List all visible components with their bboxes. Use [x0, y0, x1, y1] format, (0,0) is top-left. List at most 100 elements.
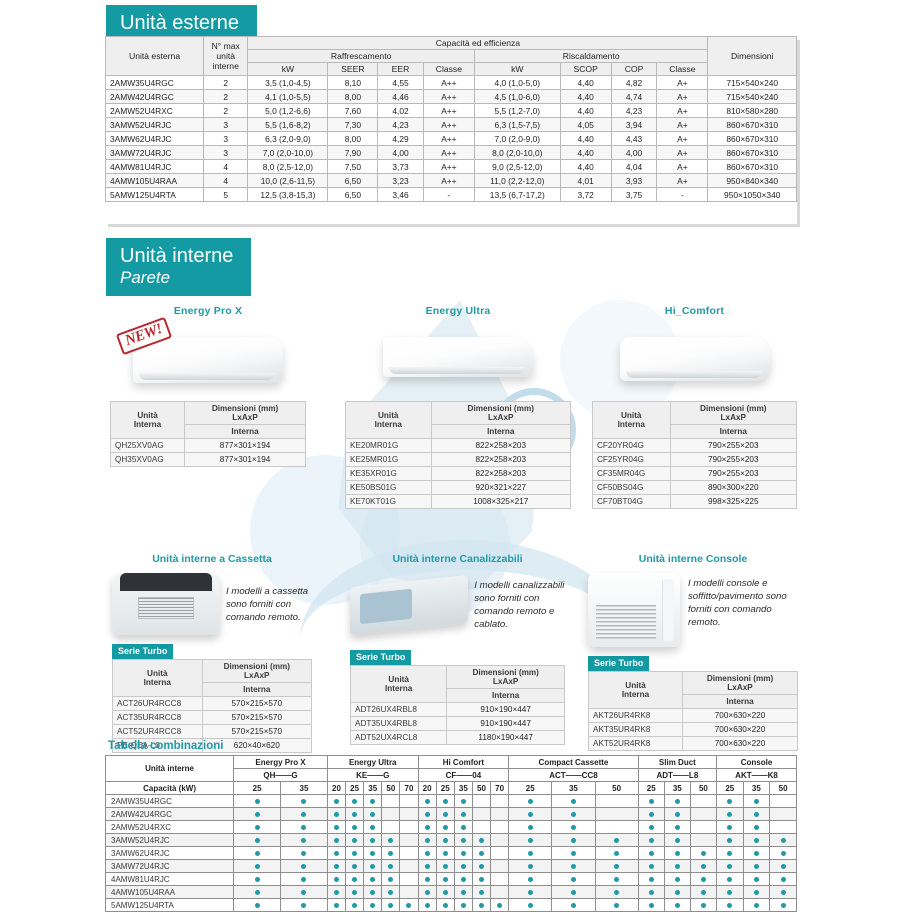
outdoor-max-units: 2 [203, 103, 249, 118]
outdoor-max-units: 3 [203, 145, 249, 160]
compatible-dot-icon [727, 825, 733, 830]
compatible-dot-icon [527, 851, 533, 856]
combo-outdoor-unit-name: 5AMW125U4RTA [104, 898, 235, 912]
dim-body: AKT26UR4RK8 700×630×220 AKT35UR4RK8 700×630… [587, 708, 798, 751]
combo-cell-compatible [637, 859, 665, 873]
combo-cell-compatible [326, 885, 347, 899]
table-row: 3AMW52U4RJC 3 5,5 (1,6-8,2) 7,30 4,23 A++ 6,3 … [104, 117, 797, 132]
th-indoor-unit: Unità Interna [587, 671, 684, 709]
compatible-dot-icon [442, 851, 448, 856]
compatible-dot-icon [527, 825, 533, 830]
product-image-energy-ultra [345, 323, 571, 401]
mid-panel-note: I modelli canalizzabili sono forniti con… [474, 580, 565, 630]
compatible-dot-icon [727, 890, 733, 895]
compatible-dot-icon [460, 864, 466, 869]
outdoor-unit-name: 2AMW52U4RXC [104, 103, 205, 118]
combo-cell-compatible [326, 846, 347, 860]
combo-cell-compatible [663, 820, 691, 834]
indoor-unit-dimensions: 700×630×220 [682, 708, 798, 723]
combo-cell-compatible [508, 807, 553, 821]
wall-panel-title: Energy Ultra [425, 305, 491, 317]
combo-cell-compatible [453, 898, 473, 912]
th-combo-capacity-value: 25 [345, 781, 365, 795]
combo-cell-compatible [716, 794, 744, 808]
compatible-dot-icon [352, 851, 358, 856]
combo-cell-compatible [637, 846, 665, 860]
combo-cell-compatible [381, 859, 401, 873]
combo-cell-compatible [490, 898, 510, 912]
indoor-unit-code: AKT35UR4RK8 [587, 722, 684, 737]
dim-body: ADT26UX4RBL8 910×190×447 ADT35UX4RBL8 910×1… [349, 702, 565, 745]
compatible-dot-icon [780, 903, 786, 908]
compatible-dot-icon [301, 825, 307, 830]
combo-cell-compatible [417, 794, 437, 808]
combo-cell-compatible [769, 833, 797, 847]
combo-cell-compatible [381, 872, 401, 886]
indoor-unit-dimensions: 700×630×220 [682, 722, 798, 737]
combo-cell-compatible [280, 859, 328, 873]
combo-cell-compatible [551, 885, 596, 899]
combo-cell-compatible [663, 872, 691, 886]
combo-cell-compatible [345, 872, 365, 886]
outdoor-eer: 4,23 [377, 117, 424, 132]
combo-cell-compatible [508, 898, 553, 912]
combo-cell-compatible [435, 833, 455, 847]
indoor-unit-dimensions: 890×300×220 [669, 480, 798, 495]
combo-cell-compatible [742, 872, 771, 886]
th-cop: COP [610, 62, 658, 76]
combo-cell-compatible [363, 794, 383, 808]
th-seer: SEER [327, 62, 379, 76]
combo-cell-empty [689, 794, 718, 808]
outdoor-scop: 4,40 [559, 103, 612, 118]
compatible-dot-icon [460, 851, 466, 856]
table-row: 3AMW62U4RJC 3 6,3 (2,0-9,0) 8,00 4,29 A++ 7,0 … [104, 131, 797, 146]
combo-cell-compatible [471, 872, 492, 886]
compatible-dot-icon [753, 851, 759, 856]
outdoor-dimensions: 860×670×310 [707, 117, 797, 132]
compatible-dot-icon [753, 903, 759, 908]
combo-cell-compatible [233, 898, 282, 912]
combo-cell-compatible [435, 807, 455, 821]
outdoor-cooling-class: - [422, 187, 475, 202]
combo-cell-compatible [716, 859, 744, 873]
combo-outdoor-unit-name: 3AMW62U4RJC [104, 846, 235, 860]
indoor-unit-dimensions: 1008×325×217 [430, 494, 571, 509]
compatible-dot-icon [333, 877, 339, 882]
combo-cell-compatible [637, 885, 665, 899]
th-unit-line1: Unità [621, 411, 642, 420]
wall-panel-title: Hi_Comfort [664, 305, 725, 317]
wall-panel-title: Energy Pro X [173, 305, 243, 317]
th-combo-group-name: Console [716, 755, 797, 769]
combo-cell-compatible [417, 859, 437, 873]
combo-cell-compatible [435, 885, 455, 899]
compatible-dot-icon [753, 812, 759, 817]
th-combo-capacity-value: 35 [742, 781, 771, 795]
outdoor-seer: 6,50 [327, 173, 379, 188]
compatible-dot-icon [254, 851, 260, 856]
compatible-dot-icon [352, 890, 358, 895]
indoor-unit-code: CF70BT04G [592, 494, 671, 509]
th-combo-group-code: CF——04 [417, 768, 510, 782]
dimensions-table-console: Unità Interna Dimensioni (mm) LxAxP Inte… [587, 671, 798, 751]
th-dims-line2: LxAxP [727, 683, 753, 692]
table-row: 3AMW72U4RJC [104, 859, 797, 873]
compatible-dot-icon [352, 838, 358, 843]
table-row: CF50BS04G 890×300×220 [592, 480, 798, 495]
combo-cell-compatible [508, 846, 553, 860]
outdoor-scop: 4,40 [559, 89, 612, 104]
th-interna: Interna [201, 682, 313, 697]
compatible-dot-icon [674, 851, 680, 856]
combo-cell-empty [399, 820, 419, 834]
compatible-dot-icon [424, 890, 430, 895]
combo-cell-compatible [689, 859, 718, 873]
outdoor-cooling-class: A++ [422, 103, 475, 118]
compatible-dot-icon [780, 877, 786, 882]
compatible-dot-icon [370, 825, 376, 830]
dimensions-table-canalizzabili: Unità Interna Dimensioni (mm) LxAxP Inte… [349, 665, 565, 745]
compatible-dot-icon [674, 903, 680, 908]
outdoor-heating-kw: 9,0 (2,5-12,0) [473, 159, 561, 174]
outdoor-unit-name: 4AMW105U4RAA [104, 173, 205, 188]
table-row: QH35XV0AG 877×301×194 [109, 452, 306, 467]
outdoor-seer: 8,10 [327, 75, 379, 90]
combo-cell-compatible [435, 846, 455, 860]
